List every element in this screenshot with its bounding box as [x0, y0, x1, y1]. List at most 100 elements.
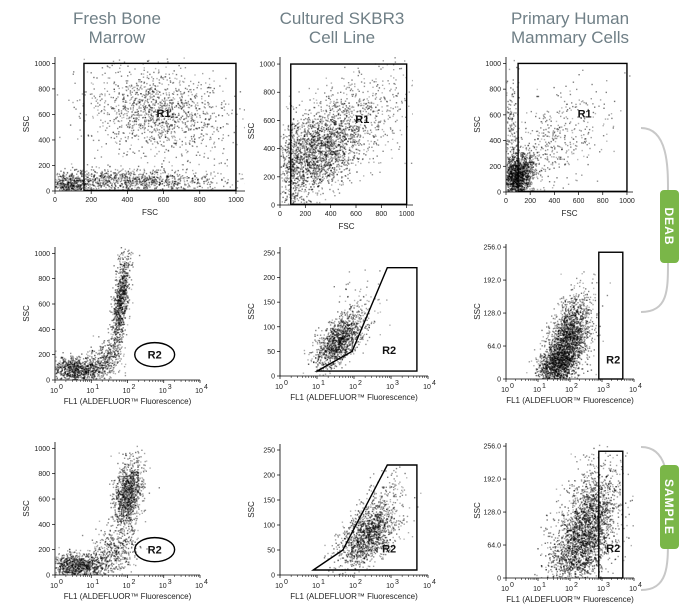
event-dot	[99, 183, 101, 185]
event-dot	[389, 116, 391, 119]
event-dot	[99, 99, 102, 102]
event-dot	[386, 134, 388, 137]
event-dot	[162, 122, 164, 124]
event-dot	[302, 114, 304, 117]
event-dot	[61, 185, 63, 187]
event-dot	[331, 118, 333, 121]
event-dot	[304, 189, 306, 191]
event-dot	[114, 100, 116, 102]
event-dot	[394, 61, 397, 63]
event-dot	[185, 131, 187, 133]
event-dot	[179, 146, 181, 148]
event-dot	[306, 161, 308, 163]
event-dot	[317, 127, 319, 130]
event-dot	[328, 131, 331, 133]
event-dot	[339, 149, 342, 152]
event-dot	[88, 180, 90, 182]
event-dot	[194, 175, 196, 177]
event-dot	[344, 133, 347, 135]
event-dot	[81, 174, 83, 176]
event-dot	[309, 133, 311, 135]
event-dot	[79, 186, 81, 189]
event-dot	[152, 176, 154, 178]
event-dot	[135, 180, 137, 183]
event-dot	[303, 182, 305, 184]
event-dot	[200, 136, 202, 138]
event-dot	[117, 85, 119, 87]
event-dot	[177, 169, 179, 172]
event-dot	[153, 129, 155, 131]
event-dot	[112, 108, 115, 110]
event-dot	[311, 145, 313, 148]
event-dot	[381, 106, 383, 108]
event-dot	[315, 145, 317, 147]
event-dot	[219, 127, 222, 129]
event-dot	[301, 142, 304, 145]
event-dot	[340, 121, 343, 123]
event-dot	[347, 140, 349, 143]
event-dot	[210, 188, 212, 191]
event-dot	[311, 136, 314, 138]
event-dot	[103, 173, 106, 175]
event-dot	[346, 86, 348, 89]
event-dot	[180, 105, 182, 108]
event-dot	[325, 125, 328, 127]
event-dot	[359, 124, 362, 126]
event-dot	[321, 142, 323, 144]
event-dot	[323, 138, 326, 141]
event-dot	[324, 142, 326, 144]
event-dot	[136, 179, 138, 182]
event-dot	[185, 117, 188, 119]
event-dot	[347, 157, 350, 160]
event-dot	[343, 155, 346, 158]
event-dot	[310, 140, 313, 142]
event-dot	[175, 144, 177, 146]
event-dot	[285, 199, 287, 201]
event-dot	[327, 118, 329, 120]
event-dot	[375, 93, 377, 95]
event-dot	[208, 83, 211, 86]
event-dot	[296, 184, 298, 187]
event-dot	[325, 160, 327, 163]
event-dot	[134, 179, 136, 181]
event-dot	[146, 100, 148, 102]
event-dot	[340, 100, 342, 103]
event-dot	[305, 141, 307, 143]
event-dot	[112, 131, 115, 134]
event-dot	[115, 118, 117, 120]
event-dot	[129, 186, 131, 188]
event-dot	[308, 163, 311, 165]
event-dot	[64, 183, 66, 185]
event-dot	[354, 85, 356, 88]
event-dot	[326, 164, 328, 167]
event-dot	[175, 89, 177, 92]
event-dot	[135, 176, 137, 178]
event-dot	[88, 187, 90, 189]
event-dot	[207, 123, 209, 126]
event-dot	[327, 129, 329, 131]
event-dot	[213, 131, 215, 133]
event-dot	[151, 137, 153, 140]
event-dot	[332, 119, 335, 122]
event-dot	[327, 175, 329, 178]
event-dot	[208, 95, 210, 97]
event-dot	[352, 140, 354, 142]
event-dot	[345, 128, 347, 130]
event-dot	[312, 154, 315, 157]
event-dot	[351, 134, 354, 136]
event-dot	[76, 173, 78, 175]
event-dot	[61, 185, 63, 188]
event-dot	[332, 151, 334, 153]
event-dot	[323, 163, 326, 166]
event-dot	[363, 102, 365, 105]
event-dot	[178, 88, 180, 91]
event-dot	[113, 107, 116, 110]
event-dot	[387, 118, 389, 120]
event-dot	[348, 123, 350, 125]
event-dot	[93, 76, 95, 79]
event-dot	[161, 105, 163, 107]
event-dot	[319, 136, 321, 139]
event-dot	[319, 172, 321, 174]
event-dot	[83, 58, 85, 61]
event-dot	[154, 171, 156, 173]
